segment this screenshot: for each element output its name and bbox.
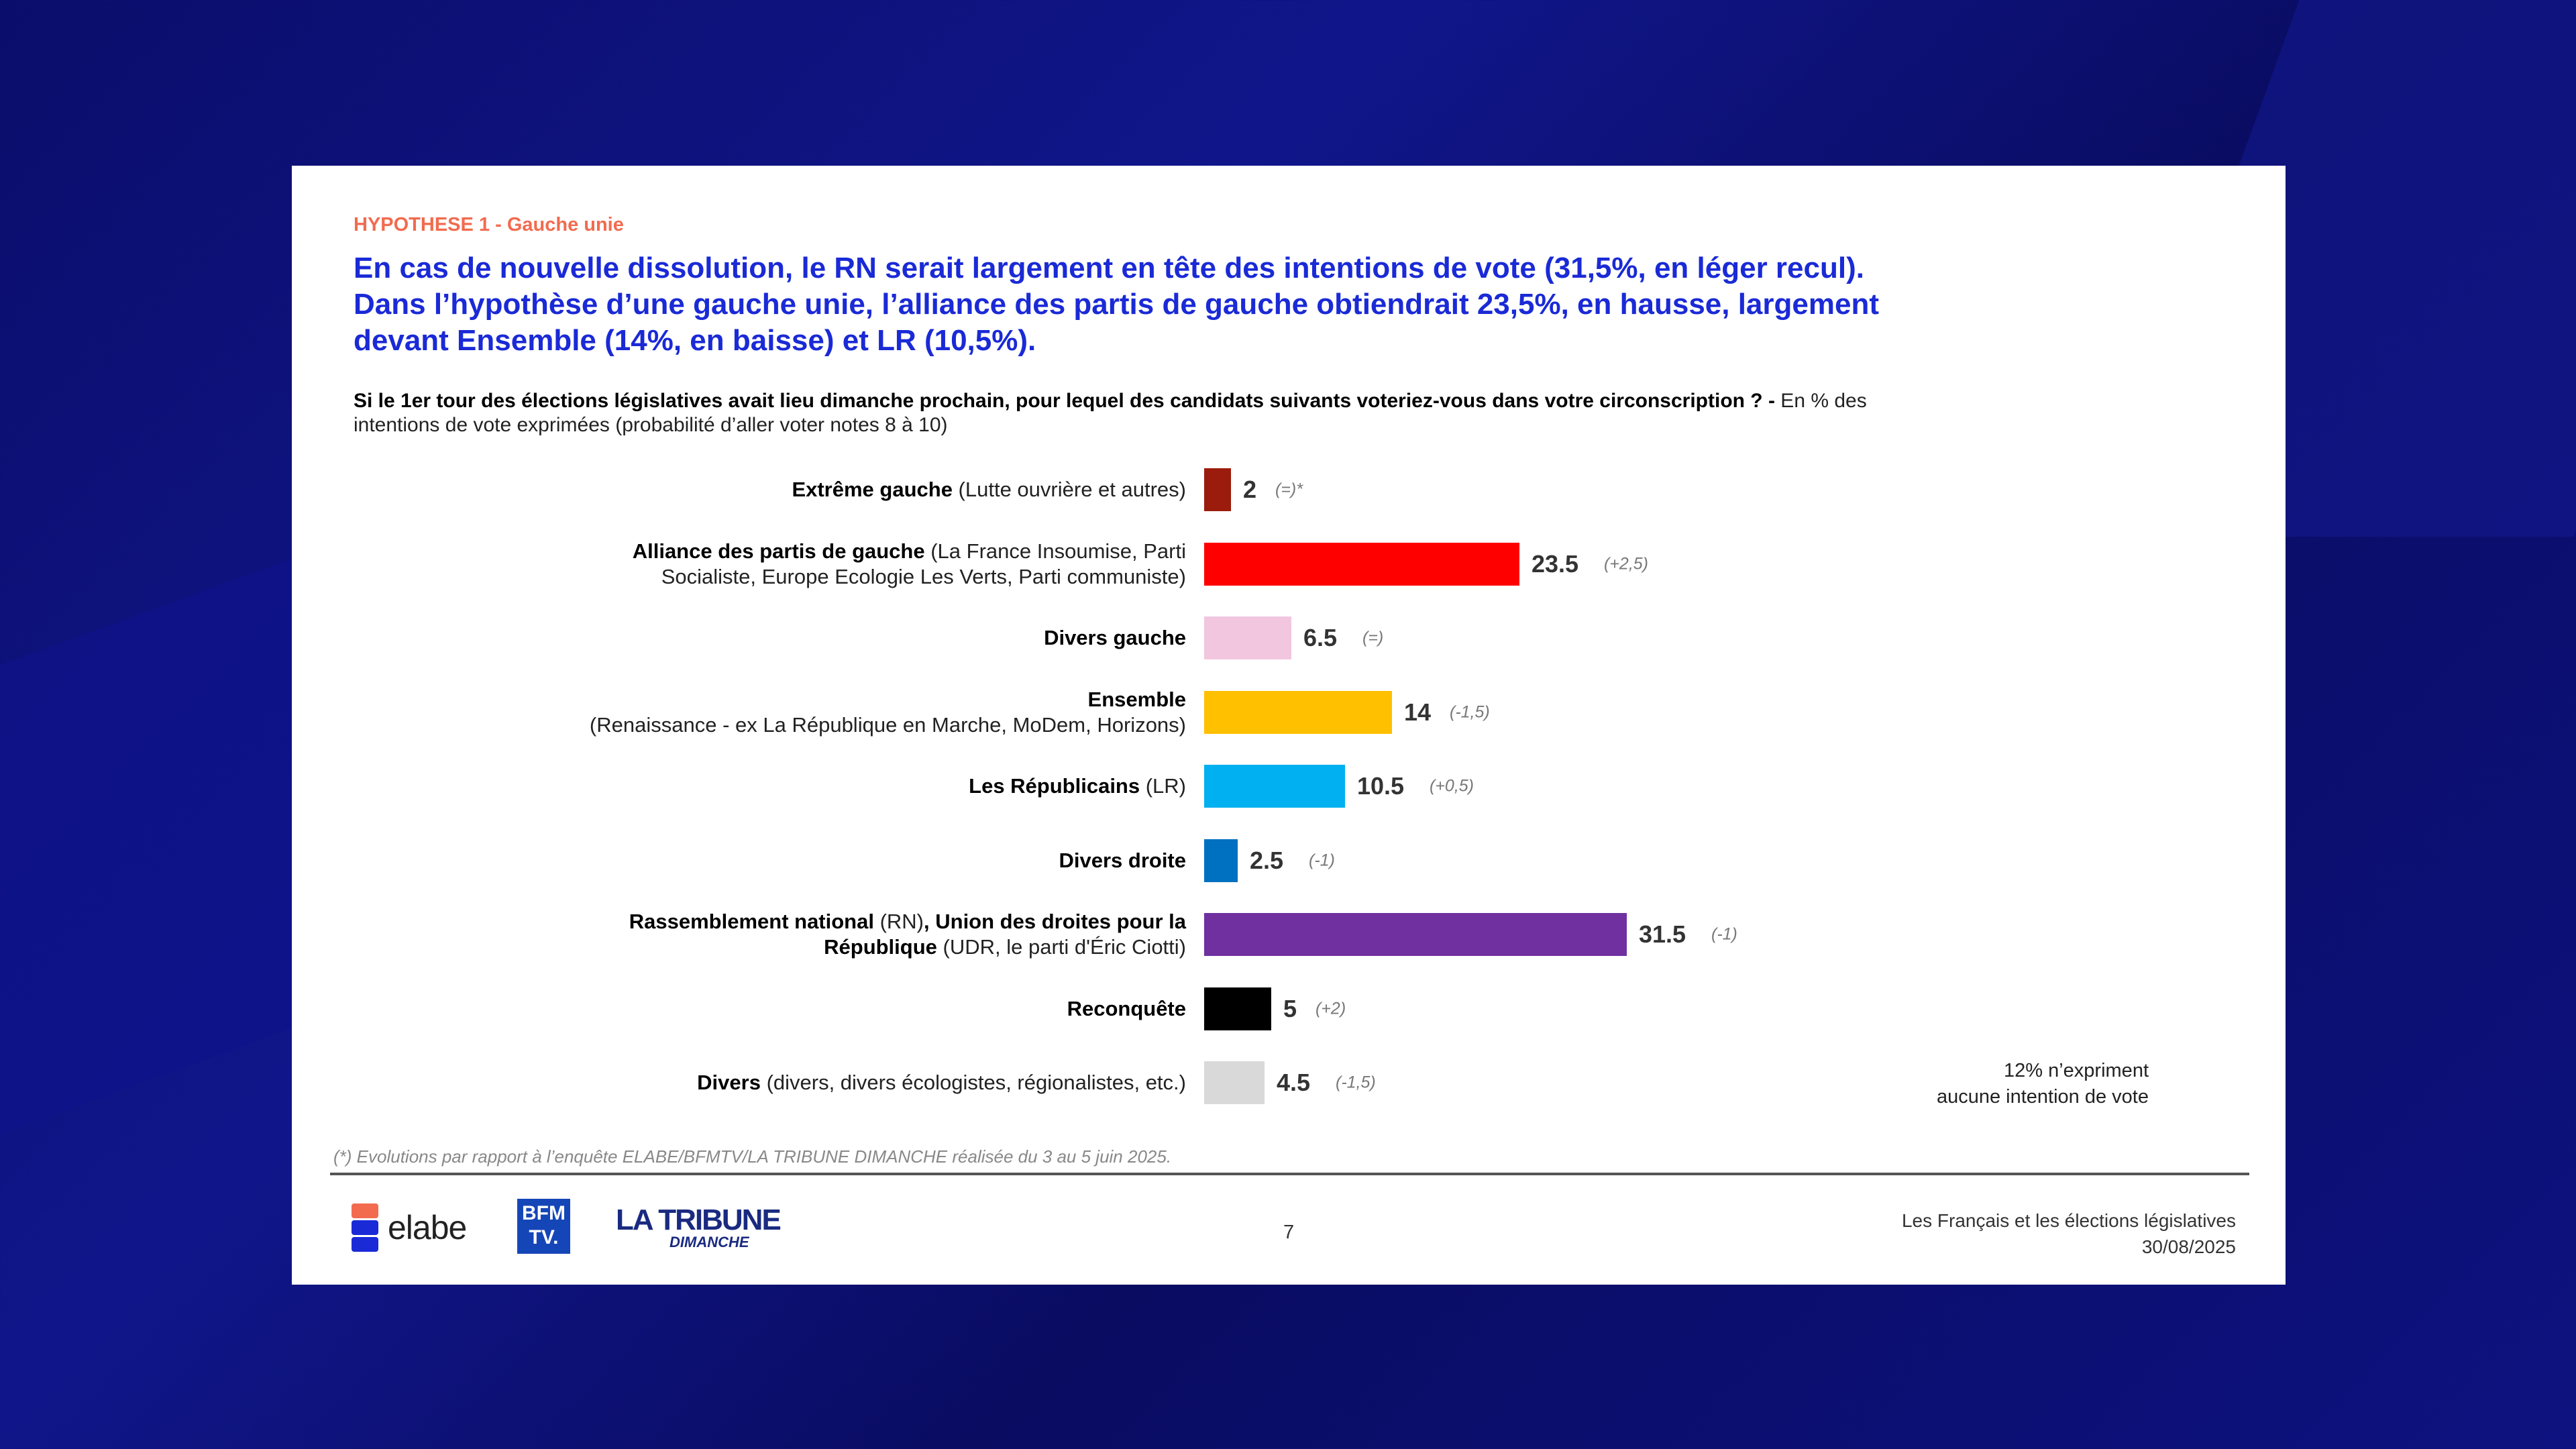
- page-number: 7: [1283, 1222, 1295, 1243]
- title-line: Dans l’hypothèse d’une gauche unie, l’al…: [354, 288, 1879, 321]
- category-detail: (divers, divers écologistes, régionalist…: [760, 1071, 1186, 1094]
- category-name-cont: République: [824, 935, 937, 959]
- category-detail: (UDR, le parti d'Éric Ciotti): [936, 935, 1186, 959]
- category-name-cont: , Union des droites pour la: [924, 910, 1186, 933]
- elabe-logo: elabe: [352, 1202, 467, 1253]
- category-label-line: Rassemblement national (RN), Union des d…: [629, 909, 1186, 934]
- change-label: (-1): [1711, 924, 1737, 944]
- category-label: Ensemble (Renaissance - ex La République …: [590, 687, 1186, 738]
- la-tribune-dimanche-logo: LA TRIBUNE DIMANCHE: [616, 1203, 782, 1250]
- bar: [1204, 765, 1345, 808]
- category-name: Reconquête: [1067, 996, 1186, 1020]
- category-name: Ensemble: [1087, 687, 1186, 711]
- bar: [1204, 987, 1271, 1030]
- change-label: (+0,5): [1430, 776, 1474, 796]
- tribune-logo-subtext: DIMANCHE: [669, 1234, 749, 1250]
- category-detail: (Lutte ouvrière et autres): [952, 478, 1186, 501]
- category-name: Extrême gauche: [792, 478, 953, 501]
- value-label: 2.5: [1250, 846, 1284, 874]
- category-label-line: Alliance des partis de gauche (La France…: [633, 539, 1186, 564]
- category-detail: (RN): [873, 910, 924, 933]
- bar: [1204, 542, 1519, 586]
- title-line: devant Ensemble (14%, en baisse) et LR (…: [354, 324, 1036, 357]
- change-label: (-1,5): [1336, 1073, 1376, 1092]
- category-label-line: République (UDR, le parti d'Éric Ciotti): [629, 934, 1186, 960]
- bar: [1204, 616, 1291, 659]
- category-label: Divers droite: [1059, 848, 1186, 873]
- value-label: 14: [1404, 698, 1432, 726]
- category-label: Rassemblement national (RN), Union des d…: [629, 909, 1186, 960]
- footer-date: 30/08/2025: [2141, 1236, 2236, 1257]
- category-name: Divers gauche: [1044, 626, 1186, 649]
- title-line: En cas de nouvelle dissolution, le RN se…: [354, 252, 1864, 284]
- footer-title: Les Français et les élections législativ…: [1901, 1210, 2236, 1231]
- no-expression-note: 12% n’expriment aucune intention de vote: [1937, 1058, 2149, 1110]
- bar: [1204, 839, 1238, 882]
- value-label: 5: [1283, 994, 1297, 1022]
- category-detail: (La France Insoumise, Parti: [924, 539, 1186, 563]
- footnote: (*) Evolutions par rapport à l’enquête E…: [333, 1146, 1172, 1167]
- category-label-line: Les Républicains (LR): [969, 773, 1186, 799]
- tribune-logo-text: LA TRIBUNE: [616, 1203, 782, 1236]
- hypothesis-label: HYPOTHESE 1 - Gauche unie: [354, 214, 624, 235]
- category-label: Extrême gauche (Lutte ouvrière et autres…: [792, 477, 1186, 502]
- question: Si le 1er tour des élections législative…: [354, 389, 1867, 437]
- divider: [330, 1173, 2249, 1175]
- change-label: (=): [1362, 628, 1384, 647]
- change-label: (+2): [1316, 999, 1346, 1018]
- bar: [1204, 913, 1627, 956]
- category-label: Divers gauche: [1044, 625, 1186, 651]
- category-label-line: Extrême gauche (Lutte ouvrière et autres…: [792, 477, 1186, 502]
- category-detail-line: Socialiste, Europe Ecologie Les Verts, P…: [661, 564, 1186, 588]
- value-label: 2: [1243, 476, 1257, 503]
- bar: [1204, 468, 1231, 511]
- category-name: Divers droite: [1059, 848, 1186, 872]
- category-label-line: Divers droite: [1059, 848, 1186, 873]
- category-label: Reconquête: [1067, 996, 1186, 1022]
- category-label-line: Reconquête: [1067, 996, 1186, 1022]
- elabe-logo-mark: [352, 1203, 378, 1252]
- category-name: Divers: [697, 1071, 761, 1094]
- elabe-logo-text: elabe: [388, 1209, 467, 1246]
- question-scope: En % des: [1774, 390, 1867, 412]
- value-label: 23.5: [1532, 549, 1579, 578]
- bar: [1204, 690, 1392, 734]
- value-label: 31.5: [1639, 920, 1686, 948]
- change-label: (=)*: [1275, 480, 1303, 499]
- bfmtv-logo: BFM TV.: [517, 1199, 570, 1254]
- question-scope-2: intentions de vote exprimées (probabilit…: [354, 414, 948, 436]
- bar: [1204, 1061, 1265, 1104]
- slide-title: En cas de nouvelle dissolution, le RN se…: [354, 250, 1879, 359]
- value-label: 4.5: [1277, 1069, 1311, 1096]
- category-label: Divers (divers, divers écologistes, régi…: [697, 1070, 1186, 1095]
- category-label: Les Républicains (LR): [969, 773, 1186, 799]
- value-label: 10.5: [1357, 772, 1405, 800]
- category-label-line: Divers gauche: [1044, 625, 1186, 651]
- bfm-logo-text: TV.: [529, 1226, 559, 1248]
- no-expression-line: aucune intention de vote: [1936, 1086, 2149, 1108]
- change-label: (-1,5): [1450, 702, 1490, 721]
- no-expression-line: 12% n’expriment: [2004, 1060, 2149, 1081]
- category-detail: (LR): [1140, 774, 1186, 798]
- category-label: Alliance des partis de gauche (La France…: [633, 539, 1186, 590]
- value-label: 6.5: [1303, 624, 1338, 651]
- category-name: Alliance des partis de gauche: [632, 539, 925, 563]
- category-name: Les Républicains: [969, 774, 1140, 798]
- slide: HYPOTHESE 1 - Gauche unie En cas de nouv…: [292, 166, 2286, 1285]
- change-label: (+2,5): [1604, 554, 1649, 573]
- bfm-logo-text: BFM: [522, 1202, 566, 1224]
- category-detail-line: (Renaissance - ex La République en March…: [589, 712, 1186, 737]
- question-text: Si le 1er tour des élections législative…: [354, 390, 1775, 412]
- footer-info: Les Français et les élections législativ…: [1902, 1208, 2236, 1260]
- category-label-line: Divers (divers, divers écologistes, régi…: [697, 1070, 1186, 1095]
- change-label: (-1): [1309, 851, 1335, 869]
- category-name: Rassemblement national: [629, 910, 874, 933]
- category-label-line: Ensemble: [590, 687, 1186, 712]
